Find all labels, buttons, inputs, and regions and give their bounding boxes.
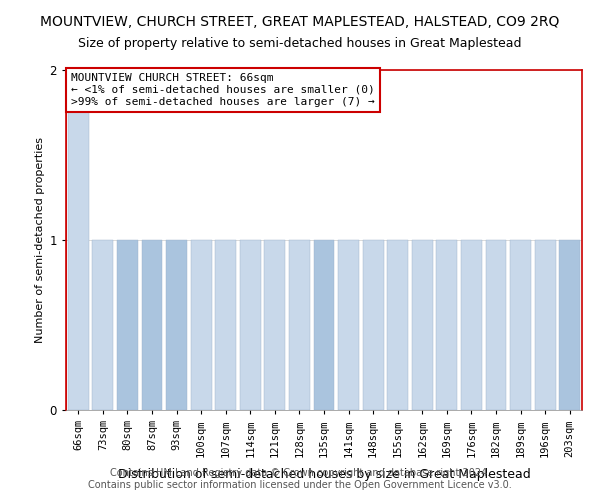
X-axis label: Distribution of semi-detached houses by size in Great Maplestead: Distribution of semi-detached houses by … [118,468,530,480]
Bar [362,240,383,410]
Bar [117,240,138,410]
Bar [559,240,580,410]
Bar [387,240,408,410]
Text: MOUNTVIEW CHURCH STREET: 66sqm
← <1% of semi-detached houses are smaller (0)
>99: MOUNTVIEW CHURCH STREET: 66sqm ← <1% of … [71,74,375,106]
Bar [240,240,261,410]
Bar [535,240,556,410]
Bar [265,240,286,410]
Bar [412,240,433,410]
Bar [510,240,531,410]
Bar [68,70,89,410]
Y-axis label: Number of semi-detached properties: Number of semi-detached properties [35,137,46,343]
Text: Size of property relative to semi-detached houses in Great Maplestead: Size of property relative to semi-detach… [78,38,522,51]
Bar [314,240,334,410]
Bar [92,240,113,410]
Text: Contains HM Land Registry data © Crown copyright and database right 2024.
Contai: Contains HM Land Registry data © Crown c… [88,468,512,490]
Bar [191,240,212,410]
Bar [142,240,163,410]
Bar [461,240,482,410]
Text: MOUNTVIEW, CHURCH STREET, GREAT MAPLESTEAD, HALSTEAD, CO9 2RQ: MOUNTVIEW, CHURCH STREET, GREAT MAPLESTE… [40,15,560,29]
Bar [485,240,506,410]
Bar [338,240,359,410]
Bar [289,240,310,410]
Bar [215,240,236,410]
Bar [436,240,457,410]
Bar [166,240,187,410]
